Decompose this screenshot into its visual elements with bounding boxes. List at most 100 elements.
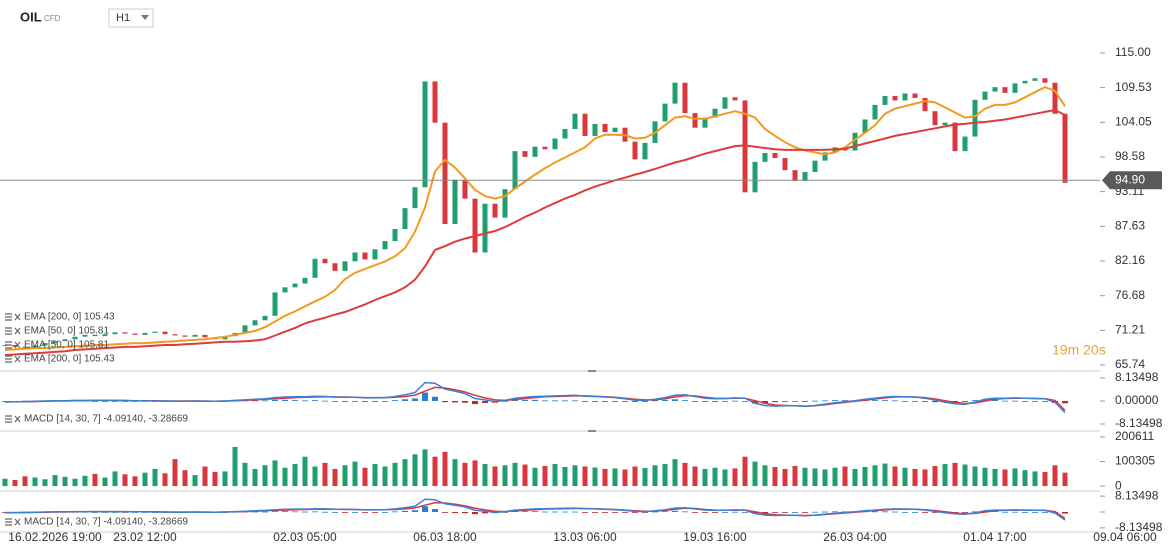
volume-bar	[312, 466, 318, 487]
volume-bar	[202, 466, 208, 487]
histogram-bar	[592, 401, 598, 402]
histogram-bar	[342, 401, 348, 402]
indicator-legend: MACD [14, 30, 7] -4.09140, -3.28669	[24, 414, 188, 425]
histogram-bar	[102, 512, 108, 513]
volume-bar	[22, 476, 28, 487]
candle	[1002, 87, 1008, 93]
volume-bar	[822, 469, 828, 487]
candle	[702, 117, 708, 128]
histogram-bar	[822, 511, 828, 513]
candle	[172, 334, 178, 336]
y-tick-label: 87.63	[1115, 218, 1145, 232]
volume-bar	[1062, 472, 1068, 487]
volume-bar	[212, 471, 218, 487]
volume-bar	[342, 465, 348, 487]
histogram-bar	[802, 401, 808, 402]
volume-bar	[562, 466, 568, 487]
candle	[542, 146, 548, 150]
candle	[552, 138, 558, 150]
histogram-bar	[782, 401, 788, 402]
candle	[72, 336, 78, 340]
histogram-bar	[622, 401, 628, 402]
histogram-bar	[762, 512, 768, 514]
candle	[312, 258, 318, 278]
candle	[362, 252, 368, 260]
volume-bar	[422, 449, 428, 487]
histogram-bar	[812, 400, 818, 402]
volume-bar	[362, 467, 368, 487]
y-tick-label: 8.13498	[1115, 370, 1159, 384]
indicator-legend: EMA [50, 0] 105.81	[24, 340, 109, 351]
volume-bar	[722, 469, 728, 487]
histogram-bar	[822, 400, 828, 402]
x-tick-label: 23.02 12:00	[113, 530, 177, 544]
candle	[592, 123, 598, 136]
histogram-bar	[652, 511, 658, 513]
volume-bar	[992, 468, 998, 487]
histogram-bar	[992, 399, 998, 401]
volume-bar	[762, 465, 768, 487]
volume-bar	[1022, 470, 1028, 487]
volume-bar	[652, 465, 658, 487]
candle	[672, 82, 678, 104]
volume-bar	[882, 463, 888, 487]
histogram-bar	[632, 401, 638, 402]
candle	[782, 158, 788, 171]
histogram-bar	[672, 399, 678, 401]
volume-bar	[1012, 468, 1018, 487]
histogram-bar	[1062, 401, 1068, 404]
line	[4, 86, 1066, 351]
volume-bar	[632, 466, 638, 487]
histogram-bar	[1022, 401, 1028, 402]
volume-bar	[1032, 471, 1038, 487]
volume-bar	[352, 461, 358, 487]
histogram-bar	[892, 511, 898, 513]
volume-bar	[932, 466, 938, 487]
legend-close-icon	[14, 518, 21, 526]
candle	[322, 258, 328, 264]
candle	[82, 334, 88, 337]
timeframe: H1	[116, 12, 130, 24]
line	[4, 381, 1066, 414]
histogram-bar	[372, 512, 378, 513]
histogram-bar	[712, 512, 718, 513]
volume-bar	[792, 466, 798, 487]
candle	[162, 331, 168, 335]
volume-bar	[112, 471, 118, 487]
volume-bar	[282, 467, 288, 487]
volume-bar	[152, 468, 158, 487]
volume-bar	[292, 464, 298, 487]
histogram-bar	[412, 510, 418, 512]
candle	[152, 331, 158, 333]
volume-bar	[432, 456, 438, 487]
histogram-bar	[442, 401, 448, 403]
histogram-bar	[702, 401, 708, 402]
histogram-bar	[582, 401, 588, 402]
candle	[482, 203, 488, 253]
histogram-bar	[442, 512, 448, 513]
line	[4, 108, 1066, 357]
candle	[92, 334, 98, 337]
candle	[422, 81, 428, 188]
candle	[912, 93, 918, 98]
volume-bar	[852, 468, 858, 487]
y-tick-label: 109.53	[1115, 80, 1152, 94]
candle	[52, 341, 58, 344]
histogram-bar	[552, 400, 558, 402]
candle	[922, 97, 928, 112]
candle	[42, 343, 48, 346]
histogram-bar	[1012, 511, 1018, 513]
histogram-bar	[902, 512, 908, 513]
timeframe-select[interactable]	[108, 8, 154, 28]
indicator-legend: EMA [200, 0] 105.43	[24, 312, 115, 323]
candle	[382, 241, 388, 250]
histogram-bar	[522, 399, 528, 401]
candle	[662, 103, 668, 122]
volume-bar	[252, 468, 258, 487]
histogram-bar	[892, 400, 898, 402]
histogram-bar	[282, 399, 288, 401]
candle	[272, 292, 278, 316]
volume-bar	[532, 467, 538, 487]
volume-bar	[612, 468, 618, 487]
histogram-bar	[612, 512, 618, 513]
